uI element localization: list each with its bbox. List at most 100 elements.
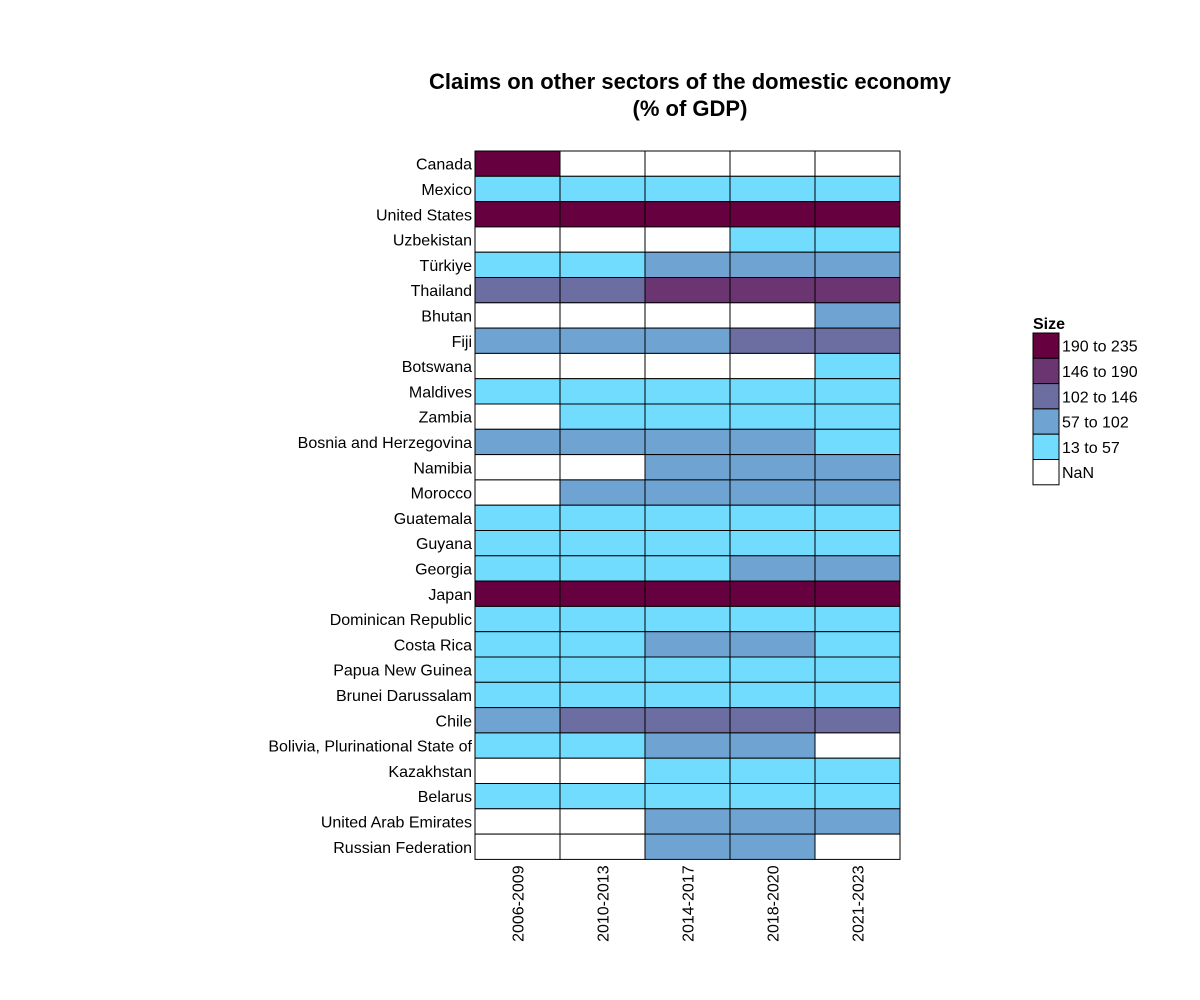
heatmap-cell (814, 226, 901, 253)
heatmap-cell (729, 656, 816, 683)
heatmap-cell (644, 150, 731, 177)
heatmap-cell (474, 226, 561, 253)
row-labels: Canada Mexico United States Uzbekistan Türki… (268, 157, 472, 857)
heatmap-cell (474, 454, 561, 481)
row-label: Maldives (409, 384, 472, 401)
heatmap-cell (729, 555, 816, 582)
heatmap-cell (559, 277, 646, 304)
heatmap-cell (474, 175, 561, 203)
legend-label: 146 to 190 (1062, 364, 1138, 381)
heatmap-cell (559, 428, 646, 456)
heatmap-cell (559, 555, 646, 582)
heatmap-cell (814, 150, 901, 177)
heatmap-cell (644, 201, 731, 228)
heatmap-cell (729, 277, 816, 304)
heatmap-cell (729, 327, 816, 354)
heatmap-cell (814, 631, 901, 658)
heatmap-cell (474, 631, 561, 658)
row-label: Namibia (413, 460, 472, 477)
heatmap-cell (814, 833, 901, 860)
heatmap-cell (559, 580, 646, 607)
row-label: Fiji (452, 334, 472, 351)
heatmap-cell (729, 352, 816, 380)
heatmap-cell (814, 277, 901, 304)
heatmap-cell (644, 707, 731, 734)
chart-subtitle: (% of GDP) (633, 96, 748, 121)
heatmap-cell (814, 656, 901, 683)
heatmap-cell (729, 757, 816, 785)
legend-label: 57 to 102 (1062, 415, 1129, 432)
heatmap-cell (474, 783, 561, 810)
heatmap-cell (474, 352, 561, 380)
column-label: 2010-2013 (596, 865, 613, 942)
row-label: United Arab Emirates (321, 815, 472, 832)
heatmap-cell (729, 681, 816, 709)
row-label: Costa Rica (394, 637, 472, 654)
heatmap-cell (474, 251, 561, 278)
row-label: Dominican Republic (330, 612, 472, 629)
heatmap-cell (644, 479, 731, 506)
heatmap-cell (814, 732, 901, 759)
heatmap-cell (644, 605, 731, 633)
heatmap-cell (814, 555, 901, 582)
heatmap-cell (644, 555, 731, 582)
heatmap-cell (644, 302, 731, 329)
heatmap-cell (729, 833, 816, 860)
heatmap-cell (814, 783, 901, 810)
heatmap-cell (474, 580, 561, 607)
heatmap-cell (559, 605, 646, 633)
heatmap-cell (814, 327, 901, 354)
heatmap-cell (559, 681, 646, 709)
heatmap-cell (644, 428, 731, 456)
heatmap-cell (644, 277, 731, 304)
heatmap-cell (729, 530, 816, 557)
heatmap-cell (559, 656, 646, 683)
heatmap-cell (729, 605, 816, 633)
heatmap-cell (729, 226, 816, 253)
row-label: Bosnia and Herzegovina (298, 435, 472, 452)
heatmap-cell (559, 302, 646, 329)
legend-swatch (1032, 408, 1060, 435)
row-label: Belarus (418, 789, 472, 806)
heatmap-cell (644, 656, 731, 683)
heatmap-cell (729, 150, 816, 177)
heatmap-cell (644, 352, 731, 380)
heatmap-cell (644, 732, 731, 759)
heatmap-cell (474, 656, 561, 683)
legend-label: 102 to 146 (1062, 389, 1138, 406)
heatmap-cell (644, 833, 731, 860)
row-label: Mexico (421, 182, 472, 199)
row-label: Chile (436, 713, 473, 730)
heatmap-cell (729, 175, 816, 203)
heatmap-cell (474, 605, 561, 633)
heatmap-cell (474, 403, 561, 430)
heatmap-cell (559, 378, 646, 405)
heatmap-cell (644, 403, 731, 430)
legend-label: NaN (1062, 465, 1094, 482)
legend-swatch (1032, 332, 1060, 359)
row-label: United States (376, 207, 472, 224)
heatmap-cell (559, 732, 646, 759)
row-label: Brunei Darussalam (336, 688, 472, 705)
legend-label: 190 to 235 (1062, 339, 1138, 356)
heatmap-cell (644, 226, 731, 253)
row-label: Morocco (411, 486, 472, 503)
heatmap-cell (729, 378, 816, 405)
heatmap-cell (559, 352, 646, 380)
heatmap-cells (474, 150, 901, 860)
heatmap-cell (644, 580, 731, 607)
heatmap-cell (814, 201, 901, 228)
heatmap-cell (559, 530, 646, 557)
heatmap-cell (474, 201, 561, 228)
heatmap-cell (729, 403, 816, 430)
heatmap-cell (559, 201, 646, 228)
heatmap-cell (474, 681, 561, 709)
heatmap-cell (814, 757, 901, 785)
heatmap-cell (559, 504, 646, 532)
legend-title: Size (1033, 316, 1065, 333)
heatmap-cell (474, 150, 561, 177)
heatmap-cell (474, 277, 561, 304)
heatmap-cell (644, 251, 731, 278)
heatmap-cell (474, 428, 561, 456)
legend-label: 13 to 57 (1062, 440, 1120, 457)
